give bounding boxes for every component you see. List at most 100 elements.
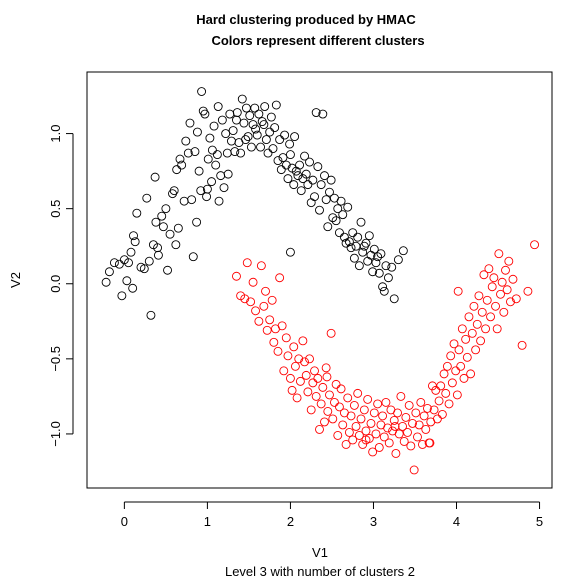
data-point — [259, 301, 269, 311]
data-point — [390, 421, 400, 431]
data-point — [212, 150, 222, 160]
data-point — [336, 384, 346, 394]
data-point — [181, 136, 191, 146]
data-point — [343, 393, 353, 403]
data-point — [254, 109, 264, 119]
x-tick-label: 5 — [536, 514, 543, 529]
data-point — [313, 162, 323, 172]
data-point — [425, 438, 435, 448]
data-point — [422, 403, 432, 413]
data-point — [484, 264, 494, 274]
data-point — [497, 277, 507, 287]
data-point — [273, 346, 283, 356]
data-point — [368, 447, 378, 457]
data-point — [502, 285, 512, 295]
data-point — [188, 252, 198, 262]
data-point — [183, 148, 193, 158]
data-point — [452, 390, 462, 400]
data-point — [265, 315, 275, 325]
data-point — [421, 424, 431, 434]
data-point — [401, 412, 411, 422]
data-point — [419, 411, 429, 421]
data-point — [117, 291, 127, 301]
data-point — [504, 256, 514, 266]
data-point — [373, 252, 383, 262]
data-point — [482, 295, 492, 305]
data-point — [172, 165, 182, 175]
data-point — [267, 295, 277, 305]
data-point — [346, 411, 356, 421]
data-point — [294, 354, 304, 364]
data-point — [259, 120, 269, 130]
data-point — [202, 184, 212, 194]
data-point — [496, 289, 505, 299]
data-point — [492, 324, 502, 334]
data-point — [331, 379, 341, 389]
data-point — [434, 396, 444, 406]
data-point — [301, 370, 311, 380]
data-point — [393, 255, 403, 265]
data-point — [369, 408, 379, 418]
data-point — [436, 381, 446, 391]
data-point — [192, 217, 202, 227]
data-point — [246, 142, 256, 152]
data-point — [462, 352, 472, 362]
data-point — [223, 169, 233, 179]
data-point — [124, 258, 133, 268]
data-point — [487, 282, 497, 292]
data-point — [285, 373, 295, 383]
data-point — [389, 294, 399, 304]
data-point — [194, 166, 204, 176]
data-point — [153, 250, 163, 260]
data-point — [343, 202, 353, 212]
data-point — [333, 204, 343, 214]
cluster-1-points — [101, 87, 408, 320]
data-point — [326, 175, 336, 185]
data-point — [295, 376, 305, 386]
data-point — [379, 286, 389, 296]
data-point — [101, 277, 111, 287]
y-tick-label: −1.0 — [48, 421, 63, 447]
data-point — [323, 406, 333, 416]
data-point — [168, 189, 177, 199]
data-point — [248, 120, 258, 130]
data-point — [331, 216, 341, 226]
data-point — [228, 126, 238, 136]
y-tick-label: −0.5 — [48, 346, 63, 372]
data-point — [368, 267, 378, 277]
data-point — [126, 247, 136, 257]
data-point — [469, 301, 479, 311]
data-point — [371, 429, 381, 439]
data-point — [333, 430, 343, 440]
data-point — [129, 231, 138, 241]
data-point — [239, 118, 249, 128]
data-point — [338, 420, 348, 430]
data-point — [306, 198, 316, 208]
data-point — [203, 154, 213, 164]
data-point — [151, 217, 161, 227]
data-point — [301, 169, 311, 179]
data-point — [341, 439, 351, 449]
data-point — [306, 405, 316, 415]
x-tick-label: 0 — [121, 514, 128, 529]
data-point — [313, 373, 323, 383]
data-point — [230, 147, 240, 157]
data-point — [308, 378, 318, 388]
data-point — [177, 160, 187, 170]
data-point — [358, 439, 368, 449]
data-point — [237, 94, 247, 104]
data-point — [209, 121, 219, 131]
data-point — [334, 228, 344, 238]
data-point — [242, 258, 252, 268]
data-point — [456, 361, 466, 371]
data-point — [250, 103, 260, 113]
data-point — [442, 361, 452, 371]
data-point — [416, 397, 426, 407]
data-point — [318, 109, 328, 119]
data-point — [446, 351, 456, 361]
data-point — [266, 112, 276, 122]
data-point — [273, 156, 283, 166]
data-point — [251, 124, 261, 134]
y-axis-label: V2 — [8, 272, 23, 288]
